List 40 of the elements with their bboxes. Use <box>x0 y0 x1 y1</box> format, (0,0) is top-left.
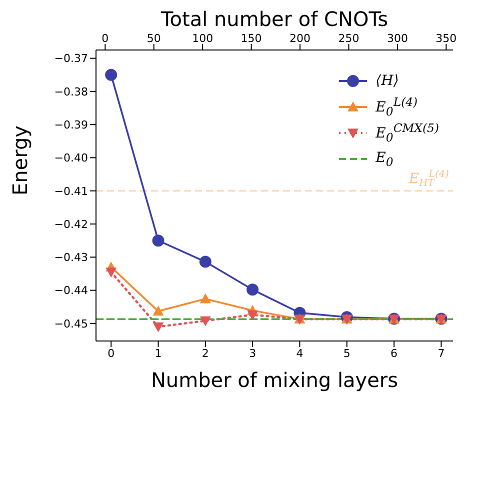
y-tick-label: −0.39 <box>54 118 88 132</box>
x-tick-label: 1 <box>154 346 162 360</box>
point <box>152 234 164 247</box>
y-tick-label: −0.37 <box>54 52 88 66</box>
x2-tick-label: 150 <box>240 32 262 45</box>
x2-tick-label: 200 <box>290 32 311 45</box>
y-tick-label: −0.43 <box>54 251 88 264</box>
x2-tick-label: 350 <box>436 32 457 45</box>
x-tick-label: 6 <box>390 346 398 360</box>
x-tick-label: 2 <box>202 346 209 360</box>
x2-tick-label: 300 <box>386 32 408 45</box>
x-tick-label: 4 <box>296 346 304 360</box>
y-tick-label: −0.38 <box>54 85 88 98</box>
x-tick-label: 7 <box>438 346 445 360</box>
point <box>246 284 259 296</box>
y-tick-label: −0.45 <box>54 317 88 330</box>
y-axis-title: Energy <box>8 125 32 196</box>
point <box>199 256 212 268</box>
x-tick-label: 3 <box>249 346 256 360</box>
x2-tick-label: 0 <box>102 32 109 45</box>
point <box>106 268 117 278</box>
point <box>200 293 211 304</box>
x-tick-label: 5 <box>343 346 350 360</box>
x-axis-title: Number of mixing layers <box>150 368 398 392</box>
x2-tick-label: 250 <box>338 32 360 45</box>
y-tick-label: −0.44 <box>54 284 88 298</box>
y-tick-label: −0.42 <box>54 218 88 231</box>
x2-axis-title: Total number of CNOTs <box>160 7 388 31</box>
point <box>200 316 211 326</box>
x2-tick-label: 50 <box>146 32 161 45</box>
x2-tick-label: 100 <box>192 32 214 45</box>
y-tick-label: −0.40 <box>54 152 88 165</box>
point <box>152 322 164 332</box>
point <box>105 68 118 81</box>
legend-label: E$_{0}$ <box>376 150 394 168</box>
point <box>247 310 258 320</box>
x-tick-label: 0 <box>108 346 115 360</box>
point <box>152 306 164 316</box>
legend-label: ⟨H⟩ <box>376 73 399 89</box>
y-tick-label: −0.41 <box>54 184 88 198</box>
